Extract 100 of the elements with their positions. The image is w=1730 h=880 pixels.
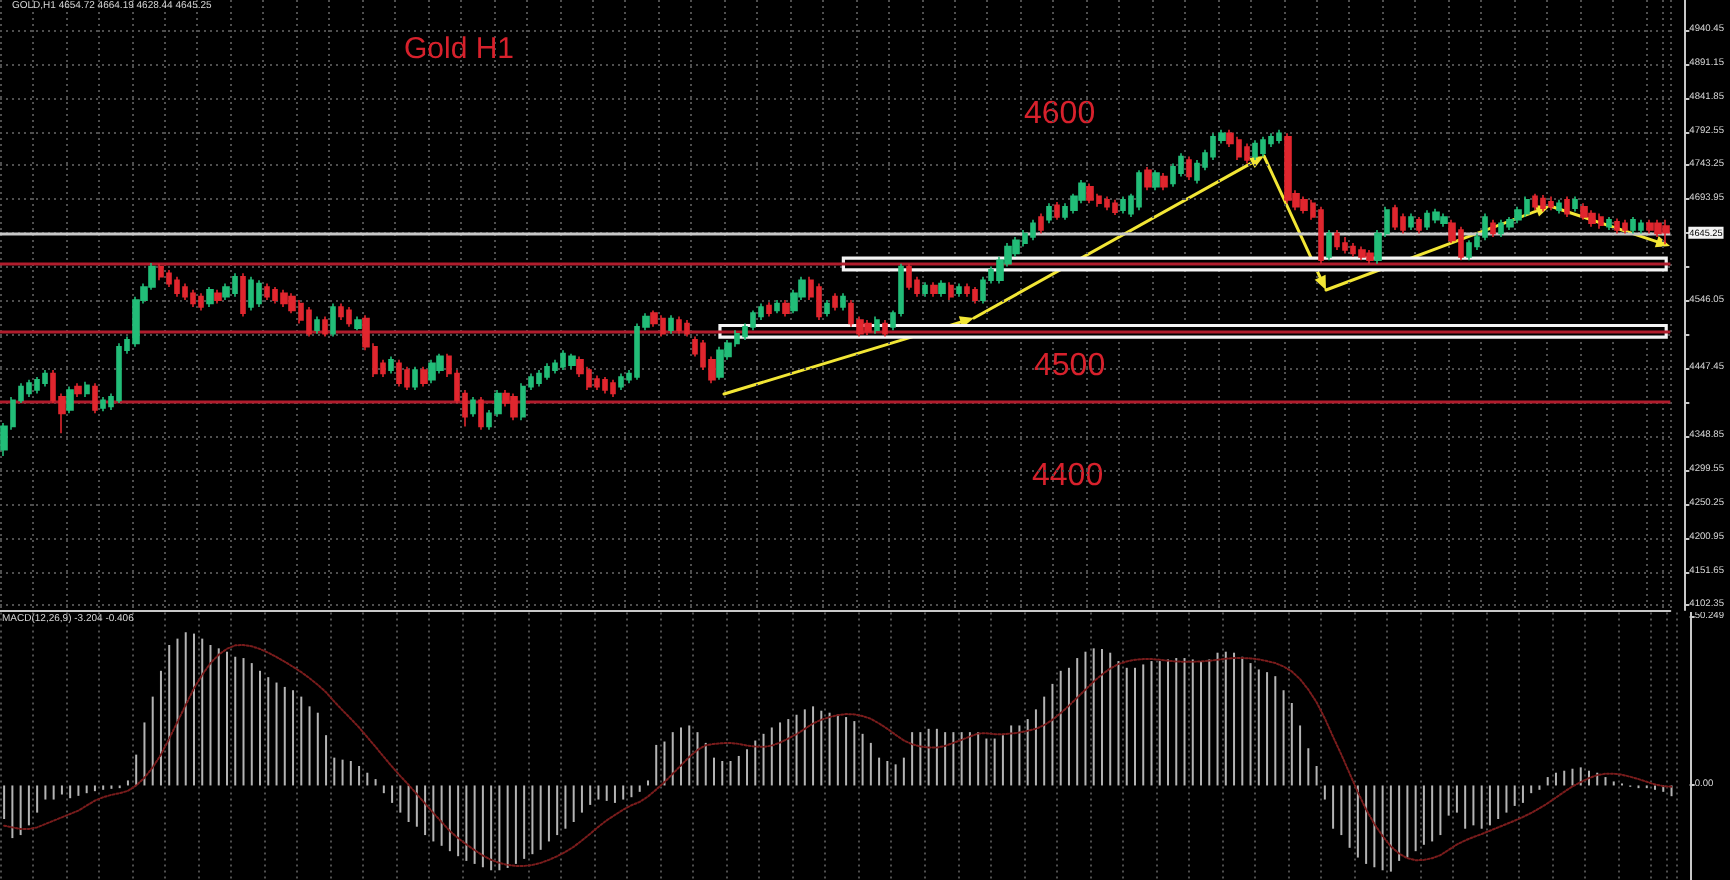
- candlestick: [1540, 194, 1546, 213]
- candlestick: [256, 279, 262, 308]
- candlestick: [436, 352, 444, 375]
- candlestick: [314, 315, 320, 335]
- candlestick: [1532, 192, 1538, 211]
- line-series: [3, 643, 1673, 867]
- candlestick: [906, 262, 912, 291]
- candlestick: [1284, 132, 1292, 205]
- candlestick: [1466, 239, 1472, 262]
- candlestick: [1606, 216, 1612, 231]
- candlestick: [412, 365, 418, 391]
- annotation: 4500: [1034, 349, 1106, 383]
- candlestick: [66, 385, 74, 415]
- candlestick: [354, 315, 362, 332]
- candlestick: [1054, 201, 1060, 221]
- candlestick: [158, 262, 164, 281]
- candlestick: [594, 374, 600, 391]
- candlestick: [74, 382, 82, 398]
- candlestick: [882, 319, 888, 338]
- candlestick: [1046, 202, 1052, 224]
- candlestick: [930, 281, 938, 298]
- annotation: 4600: [1024, 97, 1096, 131]
- candlestick: [602, 376, 608, 395]
- candlestick: [1588, 209, 1596, 228]
- candlestick: [264, 282, 270, 301]
- candlestick: [1392, 203, 1398, 231]
- candlestick: [92, 382, 98, 415]
- candlestick: [668, 314, 674, 335]
- candlestick: [1482, 212, 1488, 242]
- candlestick: [938, 279, 946, 298]
- candlestick: [428, 359, 436, 384]
- candlestick: [322, 315, 328, 338]
- candlestick: [1342, 236, 1348, 255]
- candlestick: [1662, 218, 1670, 245]
- candlestick: [1630, 216, 1636, 235]
- candlestick: [948, 281, 954, 301]
- candlestick: [174, 275, 180, 298]
- candlestick: [676, 315, 682, 335]
- candlestick: [190, 288, 196, 308]
- candlestick: [34, 376, 40, 395]
- candlestick: [1136, 169, 1142, 211]
- candlestick: [116, 342, 122, 404]
- candlestick: [346, 306, 352, 328]
- candlestick: [1300, 195, 1308, 215]
- candlestick: [1622, 218, 1628, 235]
- candlestick: [42, 369, 48, 388]
- candlestick: [766, 301, 772, 318]
- candlestick: [774, 299, 780, 314]
- candlestick: [1152, 169, 1160, 192]
- candlestick: [1638, 218, 1644, 235]
- candlestick: [1614, 217, 1620, 235]
- candlestick: [1334, 229, 1340, 251]
- candlestick: [1276, 129, 1282, 145]
- candlestick: [182, 282, 188, 301]
- candlestick: [536, 369, 542, 388]
- candlestick: [1572, 195, 1578, 213]
- candlestick: [404, 365, 410, 391]
- candlestick: [1086, 182, 1094, 205]
- candlestick: [1112, 199, 1118, 216]
- candlestick: [306, 306, 312, 338]
- candlestick: [198, 292, 204, 312]
- candlestick: [1654, 218, 1662, 238]
- candlestick: [610, 378, 616, 398]
- candlestick: [1408, 212, 1414, 231]
- candlestick: [206, 286, 214, 308]
- candlestick: [1358, 245, 1366, 262]
- candlestick: [1366, 249, 1374, 265]
- candlestick: [420, 365, 428, 388]
- candlestick: [1416, 216, 1422, 235]
- candlestick: [1260, 135, 1266, 158]
- candlestick: [840, 292, 846, 312]
- candlestick: [1440, 212, 1448, 228]
- candlestick: [240, 272, 246, 318]
- candlestick: [956, 282, 962, 298]
- candlestick: [1244, 142, 1250, 165]
- candlestick: [1326, 229, 1332, 262]
- candlestick: [26, 378, 32, 398]
- text: Gold H1: [404, 32, 515, 66]
- candlestick: [1160, 172, 1168, 192]
- candlestick: [716, 345, 724, 381]
- candlestick: [972, 286, 978, 305]
- candlestick: [1432, 207, 1440, 224]
- candlestick: [510, 392, 518, 422]
- candlestick: [470, 396, 476, 418]
- candlestick: [1318, 205, 1324, 265]
- candlestick: [750, 309, 756, 332]
- candlestick: [922, 281, 928, 298]
- candlestick: [84, 380, 90, 398]
- candlestick: [248, 275, 254, 312]
- candlestick: [520, 382, 526, 422]
- candlestick: [544, 362, 550, 381]
- candlestick: [1120, 195, 1126, 215]
- candlestick: [1038, 212, 1044, 235]
- candlestick: [832, 292, 838, 312]
- candlestick: [1252, 139, 1258, 161]
- candlestick: [330, 302, 336, 338]
- candlestick: [1400, 212, 1406, 235]
- candlestick: [1646, 218, 1654, 235]
- candlestick: [816, 282, 822, 321]
- candlestick: [824, 299, 830, 318]
